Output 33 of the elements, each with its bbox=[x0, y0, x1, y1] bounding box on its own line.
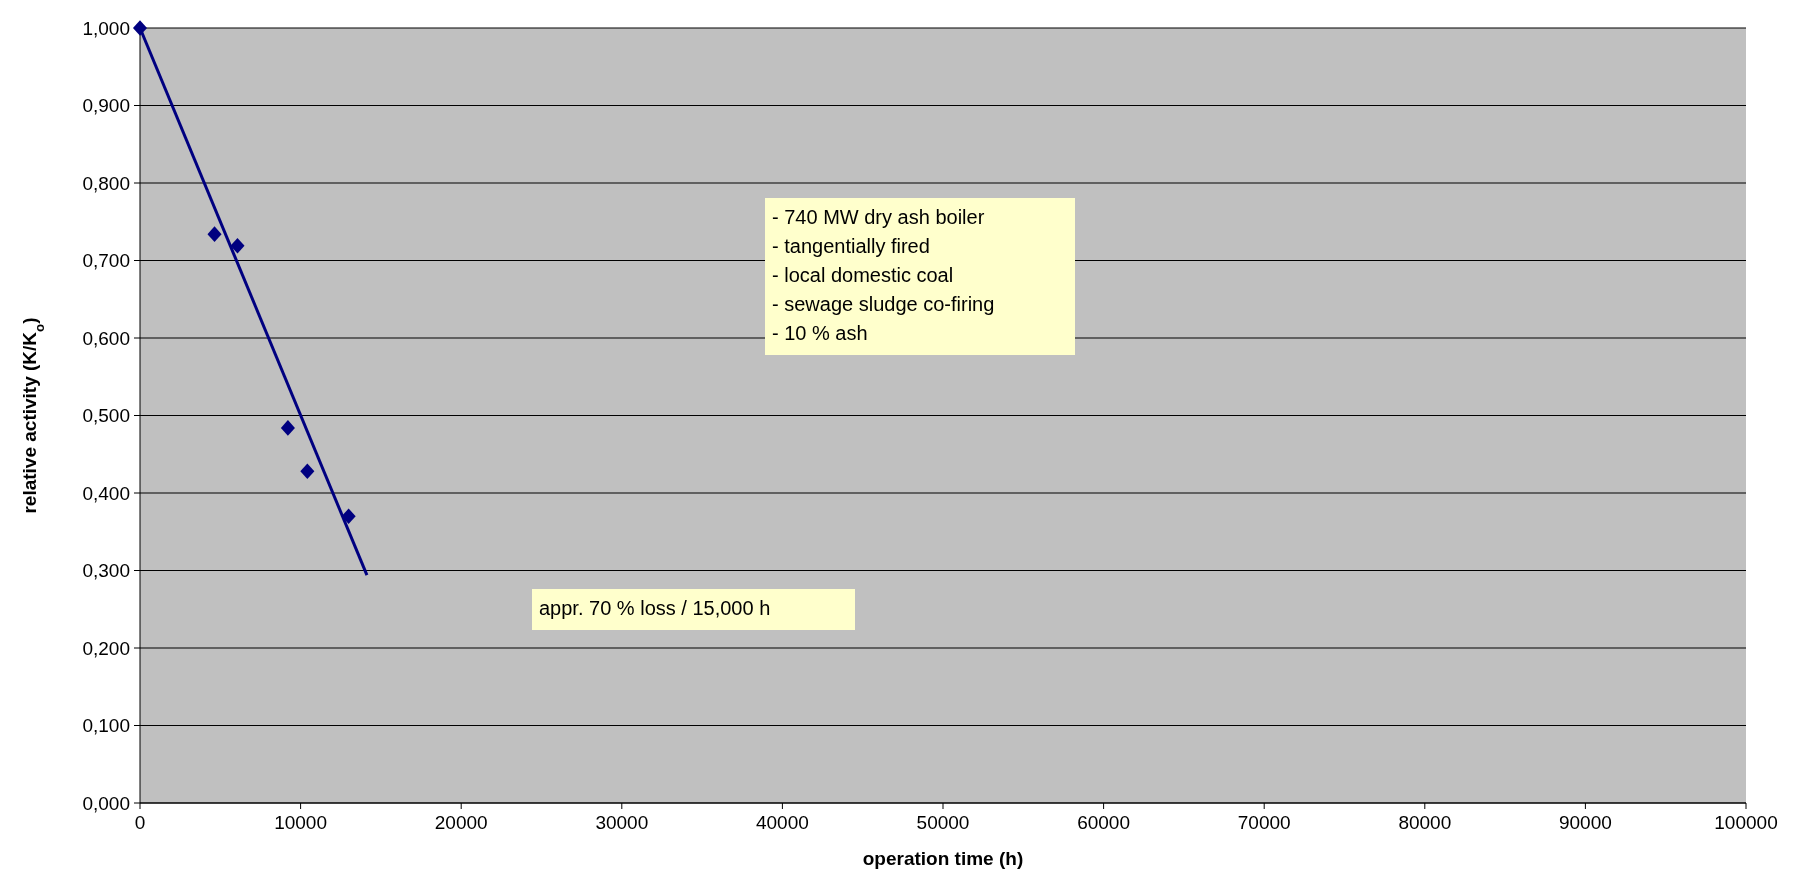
point bbox=[341, 508, 356, 525]
point bbox=[300, 463, 315, 480]
y-tick-label: 0,600 bbox=[82, 327, 130, 349]
y-tick-label: 0,400 bbox=[82, 482, 130, 504]
note-box: appr. 70 % loss / 15,000 h bbox=[532, 589, 855, 630]
point bbox=[280, 420, 295, 436]
y-tick-label: 0,700 bbox=[82, 250, 130, 272]
point bbox=[230, 237, 245, 254]
x-tick-label: 0 bbox=[134, 812, 146, 833]
y-tick-label: 0,000 bbox=[82, 792, 130, 814]
x-tick-label: 90000 bbox=[1558, 812, 1612, 833]
x-axis-title: operation time (h) bbox=[862, 848, 1024, 869]
y-tick-label: 0,800 bbox=[82, 172, 130, 194]
x-tick-label: 50000 bbox=[916, 812, 970, 833]
x-tick-label: 80000 bbox=[1398, 812, 1452, 833]
x-tick-label: 70000 bbox=[1237, 812, 1291, 833]
y-tick-label: 0,500 bbox=[82, 405, 130, 427]
annotation: appr. 70 % loss / 15,000 h bbox=[539, 597, 771, 619]
x-tick-label: 40000 bbox=[755, 812, 809, 833]
y-tick-label: 0,200 bbox=[82, 637, 130, 659]
x-tick-label: 10000 bbox=[274, 812, 328, 833]
note-box: - 740 MW dry ash boiler - tangentially fired - local domestic coal - sewage sludge co-firing - 10 % ash bbox=[765, 198, 1075, 355]
annotation: - 740 MW dry ash boiler - tangentially fired - local domestic coal - sewage sludge co-firing - 10 % ash bbox=[772, 206, 995, 344]
y-tick-label: 1,000 bbox=[82, 17, 130, 39]
x-tick-label: 100000 bbox=[1714, 812, 1778, 833]
point bbox=[132, 20, 148, 36]
x-tick-label: 60000 bbox=[1077, 812, 1131, 833]
y-tick-label: 0,300 bbox=[82, 560, 130, 582]
y-tick-label: 0,900 bbox=[82, 95, 130, 117]
point bbox=[207, 226, 222, 242]
x-tick-label: 20000 bbox=[434, 812, 488, 833]
y-tick-label: 0,100 bbox=[82, 715, 130, 737]
x-tick-label: 30000 bbox=[595, 812, 649, 833]
